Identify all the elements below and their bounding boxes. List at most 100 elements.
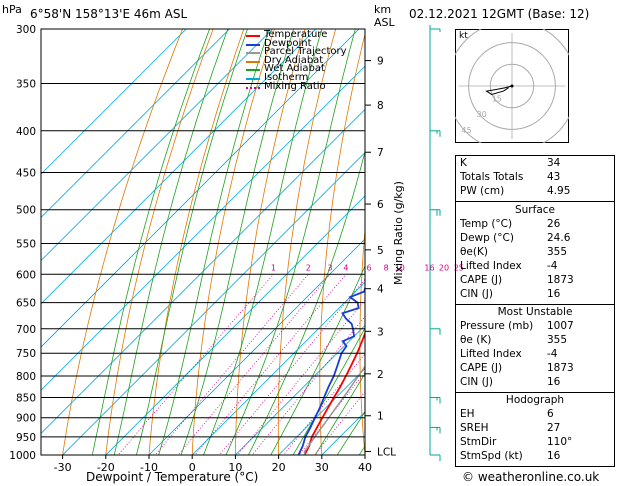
isotherm-line <box>41 65 365 391</box>
table-row: θe (K) 355 <box>456 334 614 349</box>
most-unstable-title: Most Unstable <box>497 306 573 318</box>
index-value: 43 <box>547 171 561 183</box>
param-value: 27 <box>547 422 561 434</box>
isotherm-line <box>62 152 365 455</box>
hpa-axis-label: hPa <box>2 3 22 16</box>
legend-swatch <box>246 60 260 63</box>
wet-adiabat-line <box>225 29 356 455</box>
param-value: 16 <box>547 288 561 300</box>
wet-adiabat-line <box>270 264 365 455</box>
hodograph-kt-label: kt <box>459 31 468 41</box>
wet-adiabat-line <box>314 372 365 455</box>
wet-adiabat-line <box>135 29 248 455</box>
legend-label: Mixing Ratio <box>264 80 326 92</box>
wet-adiabat-line <box>247 150 365 455</box>
param-label: CIN (J) <box>460 288 493 300</box>
pressure-tick-label: 600 <box>16 269 36 281</box>
dry-adiabat-line <box>359 225 365 455</box>
mixing-ratio-label: 8 <box>384 263 389 272</box>
dry-adiabat-line <box>62 29 184 455</box>
pressure-tick-label: 350 <box>16 79 36 91</box>
legend-label: Dry Adiabat <box>264 54 324 66</box>
table-row: StmDir 110° <box>456 436 614 451</box>
legend-label: Isotherm <box>264 72 309 83</box>
wind-barb <box>430 454 441 461</box>
temp-tick-label: -20 <box>97 461 115 474</box>
param-label: StmSpd (kt) <box>460 450 523 462</box>
mixing-ratio-label: 3 <box>327 263 332 272</box>
isotherm-line <box>41 29 360 348</box>
wind-barb <box>430 426 441 434</box>
table-row: Lifted Index -4 <box>456 348 614 363</box>
temp-tick-label: 0 <box>189 461 196 474</box>
isotherm-line <box>41 29 230 218</box>
table-divider <box>456 304 614 305</box>
param-value: 26 <box>547 218 561 230</box>
hodograph: 15 30 45 <box>455 29 569 143</box>
temp-tick-label: 30 <box>315 461 329 474</box>
legend-label: Wet Adiabat <box>264 63 325 75</box>
legend-swatch <box>246 86 260 89</box>
param-value: -4 <box>547 260 558 272</box>
pressure-tick-label: 450 <box>16 168 36 180</box>
temp-tick-label: -30 <box>54 461 72 474</box>
table-row: Lifted Index -4 <box>456 260 614 275</box>
mixing-ratio-line <box>237 299 365 455</box>
datetime-title: 02.12.2021 12GMT (Base: 12) <box>409 7 590 21</box>
wet-adiabat-line <box>180 29 295 455</box>
dry-adiabat-line <box>235 29 306 455</box>
param-label: CAPE (J) <box>460 274 503 286</box>
index-value: 34 <box>547 157 561 169</box>
mixing-ratio-axis-label: Mixing Ratio (g/kg) <box>392 181 405 285</box>
param-value: 1007 <box>547 320 574 332</box>
asl-axis-label: ASL <box>374 16 395 29</box>
copyright-credit: © weatheronline.co.uk <box>462 470 600 484</box>
hodograph-storm-point <box>510 84 514 88</box>
indices-table: K 34 Totals Totals 43 PW (cm) 4.95 <box>455 155 615 202</box>
isotherm-line <box>41 29 317 305</box>
wind-barb <box>430 209 441 216</box>
km-tick-label: 8 <box>377 100 384 112</box>
km-tick-label: 2 <box>377 369 384 381</box>
pressure-tick-label: 300 <box>16 24 36 36</box>
param-value: 6 <box>547 408 554 420</box>
pressure-tick-label: 950 <box>16 432 36 444</box>
param-value: 24.6 <box>547 232 571 244</box>
temp-tick-label: 40 <box>358 461 372 474</box>
param-label: θe (K) <box>460 334 492 346</box>
table-row: θe(K) 355 <box>456 246 614 261</box>
mixing-ratio-label: 4 <box>343 263 348 272</box>
index-label: Totals Totals <box>460 171 524 183</box>
km-tick-label: 4 <box>377 284 384 296</box>
table-row: Temp (°C) 26 <box>456 218 614 233</box>
surface-title: Surface <box>514 204 555 216</box>
table-row: Pressure (mb) 1007 <box>456 320 614 335</box>
mixing-ratio-line <box>218 278 365 455</box>
isotherm-line <box>278 368 365 455</box>
param-label: StmDir <box>460 436 497 448</box>
mixing-ratio-line <box>251 315 365 455</box>
wet-adiabat-line <box>203 29 323 455</box>
pressure-tick-label: 700 <box>16 324 36 336</box>
param-label: θe(K) <box>460 246 488 258</box>
param-label: SREH <box>460 422 489 434</box>
x-axis-label: Dewpoint / Temperature (°C) <box>86 470 259 484</box>
mixing-ratio-label: 2 <box>306 263 311 272</box>
hodograph-ring-label: 15 <box>492 95 502 104</box>
pressure-tick-label: 800 <box>16 371 36 383</box>
isotherm-line <box>41 29 187 175</box>
km-tick-label: 9 <box>377 56 384 68</box>
temp-tick-label: 10 <box>228 461 242 474</box>
wet-adiabat-line <box>113 29 229 455</box>
table-row: CIN (J) 16 <box>456 288 614 303</box>
temperature-line <box>303 331 365 455</box>
temp-tick-label: 20 <box>272 461 286 474</box>
dry-adiabat-line <box>319 32 365 455</box>
legend-label: Dewpoint <box>264 37 312 49</box>
pressure-tick-label: 400 <box>16 126 36 138</box>
pressure-tick-label: 900 <box>16 413 36 425</box>
mixing-ratio-line <box>314 390 365 455</box>
isotherm-line <box>234 324 365 455</box>
sounding-parameters-table: Surface Temp (°C) 26 Dewp (°C) 24.6 θe(K) 3… <box>455 201 615 467</box>
